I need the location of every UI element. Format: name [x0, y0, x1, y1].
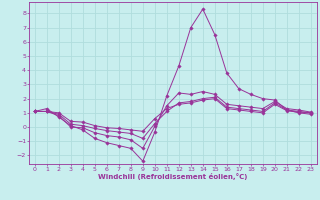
X-axis label: Windchill (Refroidissement éolien,°C): Windchill (Refroidissement éolien,°C): [98, 173, 247, 180]
